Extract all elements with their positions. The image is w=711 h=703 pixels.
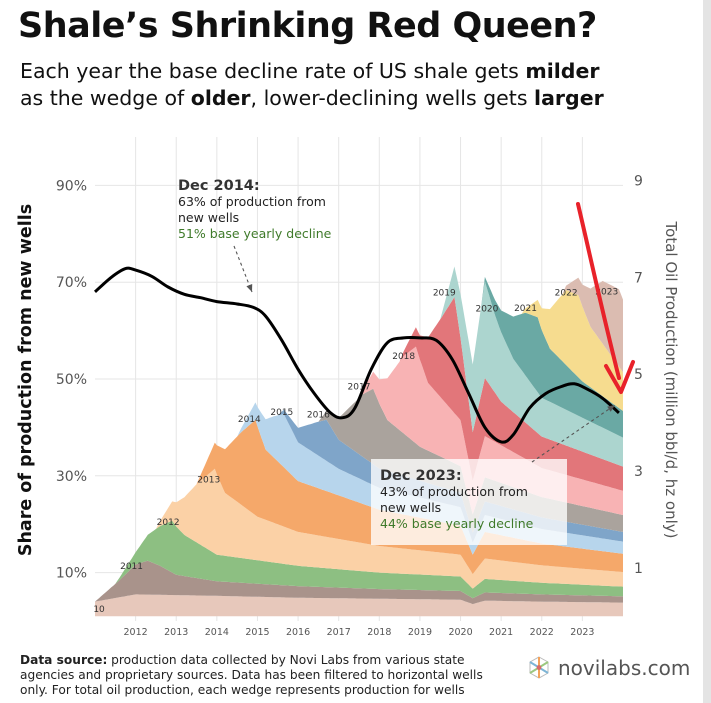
- x-tick-6: 2018: [367, 627, 391, 638]
- annotation-bg-1: [371, 459, 567, 545]
- annotation-green-1: 44% base yearly decline: [380, 516, 534, 531]
- annotation-arrow-1: [531, 404, 616, 463]
- annotation-title-0: Dec 2014:: [178, 178, 260, 194]
- left-tick-4: 90%: [56, 178, 87, 194]
- share-line: [93, 266, 620, 444]
- cohort-label-2019: 2019: [433, 289, 456, 299]
- left-tick-2: 50%: [56, 372, 87, 388]
- subtitle-part-5: larger: [534, 86, 604, 110]
- cohort-area-2011: [95, 560, 623, 605]
- right-axis-label: Total Oil Production (million bbl/d, hz …: [662, 221, 680, 539]
- cohort-area-2022: [95, 266, 623, 602]
- cohort-area-2013: [95, 468, 623, 602]
- cohort-label-2012: 2012: [157, 518, 180, 528]
- cohort-label-2022: 2022: [555, 288, 578, 298]
- x-tick-5: 2017: [327, 627, 351, 638]
- right-edge-strip: [703, 0, 711, 703]
- source-label: Data source:: [20, 653, 108, 667]
- highlight-arrow-head: [604, 360, 635, 394]
- x-tick-8: 2020: [448, 627, 472, 638]
- annotation-title-1: Dec 2023:: [380, 468, 462, 484]
- x-tick-1: 2013: [164, 627, 188, 638]
- subtitle-part-3: older: [190, 86, 251, 110]
- subtitle-part-0: Each year the base decline rate of US sh…: [20, 59, 526, 83]
- left-axis-label: Share of production from new wells: [16, 204, 36, 556]
- x-tick-0: 2012: [124, 627, 148, 638]
- chart-title: Shale’s Shrinking Red Queen?: [18, 6, 597, 46]
- subtitle-part-4: , lower-declining wells gets: [250, 86, 535, 110]
- cohort-label-10: 10: [93, 605, 105, 615]
- cohort-label-2013: 2013: [197, 476, 220, 486]
- cohort-area-2020: [95, 266, 623, 602]
- annotation-green-0: 51% base yearly decline: [178, 226, 332, 241]
- x-tick-10: 2022: [530, 627, 554, 638]
- cohort-label-2018: 2018: [392, 352, 415, 362]
- x-tick-7: 2019: [408, 627, 432, 638]
- cohort-label-2016: 2016: [307, 410, 330, 420]
- logo-text: novilabs.com: [558, 656, 691, 680]
- right-tick-0: 1: [634, 561, 643, 577]
- chart-subtitle: Each year the base decline rate of US sh…: [20, 58, 604, 112]
- x-axis-ticks: 2012 2013 2014 2015 2016 2017 2018 2019 2020 2021…: [124, 627, 595, 638]
- annotation-line-0-0: 63% of production from: [178, 194, 326, 209]
- x-tick-9: 2021: [489, 627, 513, 638]
- cohort-area-2012: [95, 520, 623, 602]
- subtitle-part-1: milder: [525, 59, 600, 83]
- cohort-area-10: [95, 594, 623, 617]
- novilabs-logo[interactable]: novilabs.com: [526, 655, 690, 681]
- annotation-arrowhead-0: [246, 284, 253, 292]
- x-tick-2: 2014: [205, 627, 229, 638]
- cohort-label-2017: 2017: [348, 382, 371, 392]
- right-axis-ticks: 1 3 5 7 9: [634, 174, 643, 577]
- share-line-path: [93, 266, 620, 444]
- cohort-label-2015: 2015: [270, 408, 293, 418]
- left-tick-1: 30%: [56, 469, 87, 485]
- left-tick-0: 10%: [56, 566, 87, 582]
- cohort-label-2020: 2020: [475, 304, 498, 314]
- left-axis-ticks: 10% 30% 50% 70% 90%: [56, 178, 87, 581]
- right-tick-2: 5: [634, 367, 643, 383]
- annotation-arrowhead-1: [607, 405, 615, 412]
- source-text: production data collected by Novi Labs f…: [20, 653, 483, 697]
- cohort-label-2014: 2014: [238, 415, 261, 425]
- right-tick-3: 7: [634, 270, 643, 286]
- left-tick-3: 70%: [56, 275, 87, 291]
- cohort-area-2019: [95, 297, 623, 602]
- annotation-line-1-1: new wells: [380, 500, 441, 515]
- right-tick-1: 3: [634, 464, 643, 480]
- x-tick-4: 2016: [286, 627, 310, 638]
- highlight-arrow: [576, 202, 635, 394]
- annotation-line-0-1: new wells: [178, 210, 239, 225]
- novilabs-hex-logo-icon: [529, 656, 549, 679]
- subtitle-part-2: as the wedge of: [20, 86, 191, 110]
- cohort-area-2015: [95, 402, 623, 602]
- data-source-footer: Data source: production data collected b…: [20, 653, 500, 703]
- annotation-arrow-0: [233, 245, 253, 293]
- highlight-arrow-shaft: [576, 202, 621, 380]
- cohort-area-2014: [95, 419, 623, 602]
- x-tick-11: 2023: [570, 627, 594, 638]
- cohort-labels: 10 2011 2012 2013 2014 2015 2016 2017 2018 2019 20…: [93, 287, 618, 614]
- cohort-label-2011: 2011: [120, 562, 143, 572]
- cohort-label-2021: 2021: [514, 304, 537, 314]
- cohort-label-2023: 2023: [595, 287, 618, 297]
- right-tick-4: 9: [634, 174, 643, 190]
- annotation-line-1-0: 43% of production from: [380, 484, 528, 499]
- x-tick-3: 2015: [245, 627, 269, 638]
